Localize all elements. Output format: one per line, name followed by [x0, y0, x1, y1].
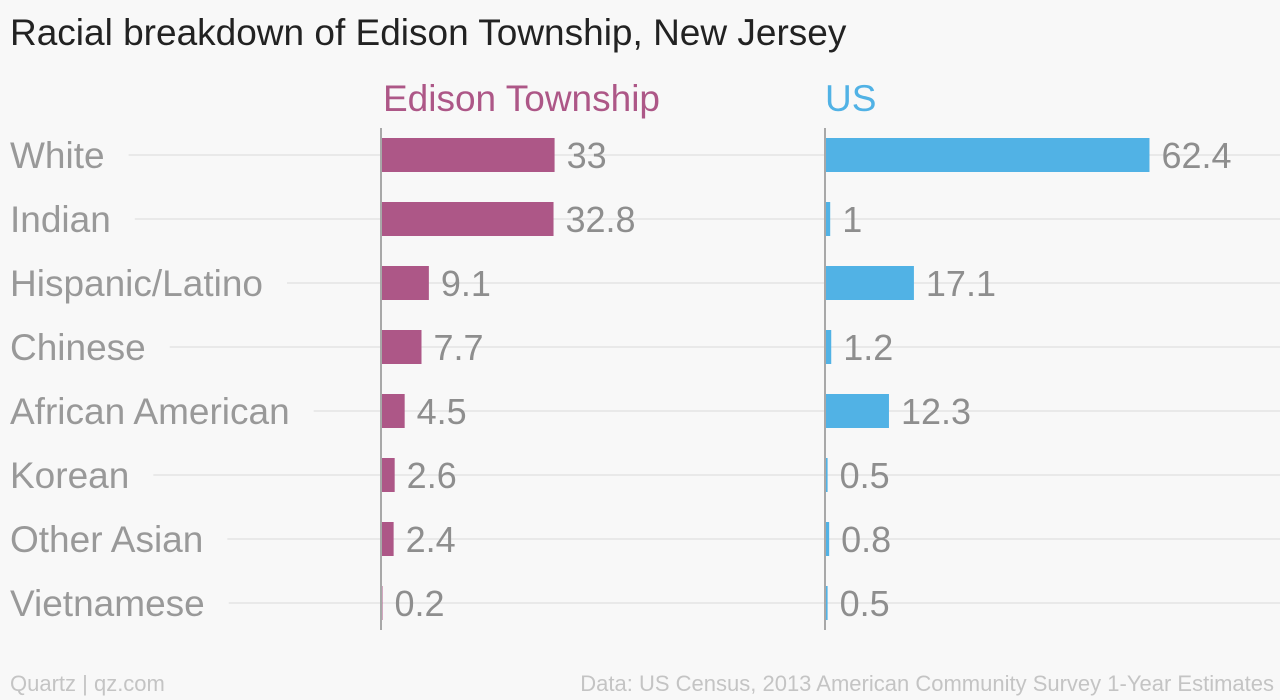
value-label-edison-township-chinese: 7.7: [434, 327, 484, 368]
value-label-edison-township-korean: 2.6: [407, 455, 457, 496]
series-header-edison-township: Edison Township: [383, 78, 660, 119]
value-label-edison-township-other-asian: 2.4: [406, 519, 456, 560]
value-label-us-african-american: 12.3: [901, 391, 971, 432]
value-label-us-korean: 0.5: [840, 455, 890, 496]
bar-us-hispanic-latino: [825, 266, 914, 300]
category-label-vietnamese: Vietnamese: [10, 583, 205, 624]
category-label-chinese: Chinese: [10, 327, 146, 368]
value-label-us-vietnamese: 0.5: [840, 583, 890, 624]
category-label-african-american: African American: [10, 391, 290, 432]
value-label-us-indian: 1: [842, 199, 862, 240]
bar-us-white: [825, 138, 1150, 172]
value-label-us-hispanic-latino: 17.1: [926, 263, 996, 304]
value-label-us-other-asian: 0.8: [841, 519, 891, 560]
bar-us-chinese: [825, 330, 832, 364]
category-label-korean: Korean: [10, 455, 129, 496]
credit-text: Quartz | qz.com: [10, 671, 165, 696]
bar-us-korean: [825, 458, 828, 492]
category-labels: White Indian Hispanic/Latino Chinese African…: [10, 135, 290, 624]
value-label-edison-township-vietnamese: 0.2: [395, 583, 445, 624]
value-label-us-white: 62.4: [1161, 135, 1231, 176]
bar-edison-township-korean: [381, 458, 395, 492]
chart-panels: Edison Township 33 32.8 9.1 7.7 4.5 2.6 2.4 0.2 U…: [380, 78, 1232, 630]
category-label-indian: Indian: [10, 199, 111, 240]
value-label-edison-township-indian: 32.8: [566, 199, 636, 240]
bar-edison-township-other-asian: [381, 522, 394, 556]
bar-edison-township-hispanic-latino: [381, 266, 429, 300]
gridlines: [128, 154, 1280, 604]
value-label-edison-township-african-american: 4.5: [417, 391, 467, 432]
category-label-hispanic-latino: Hispanic/Latino: [10, 263, 263, 304]
value-label-edison-township-hispanic-latino: 9.1: [441, 263, 491, 304]
panel-edison-township: Edison Township 33 32.8 9.1 7.7 4.5 2.6 2.4 0.2: [380, 78, 660, 630]
chart-title: Racial breakdown of Edison Township, New…: [10, 12, 847, 53]
bar-us-vietnamese: [825, 586, 828, 620]
panel-us: US 62.4 1 17.1 1.212.3 0.5 0.8 0.5: [824, 78, 1232, 630]
bar-us-african-american: [825, 394, 889, 428]
category-label-white: White: [10, 135, 105, 176]
source-text: Data: US Census, 2013 American Community…: [580, 671, 1274, 696]
bar-us-other-asian: [825, 522, 830, 556]
bar-edison-township-african-american: [381, 394, 405, 428]
bar-us-indian: [825, 202, 831, 236]
bar-edison-township-chinese: [381, 330, 422, 364]
bar-edison-township-white: [381, 138, 555, 172]
series-header-us: US: [825, 78, 876, 119]
value-label-edison-township-white: 33: [567, 135, 607, 176]
value-label-us-chinese: 1.2: [843, 327, 893, 368]
bar-edison-township-indian: [381, 202, 554, 236]
category-label-other-asian: Other Asian: [10, 519, 203, 560]
